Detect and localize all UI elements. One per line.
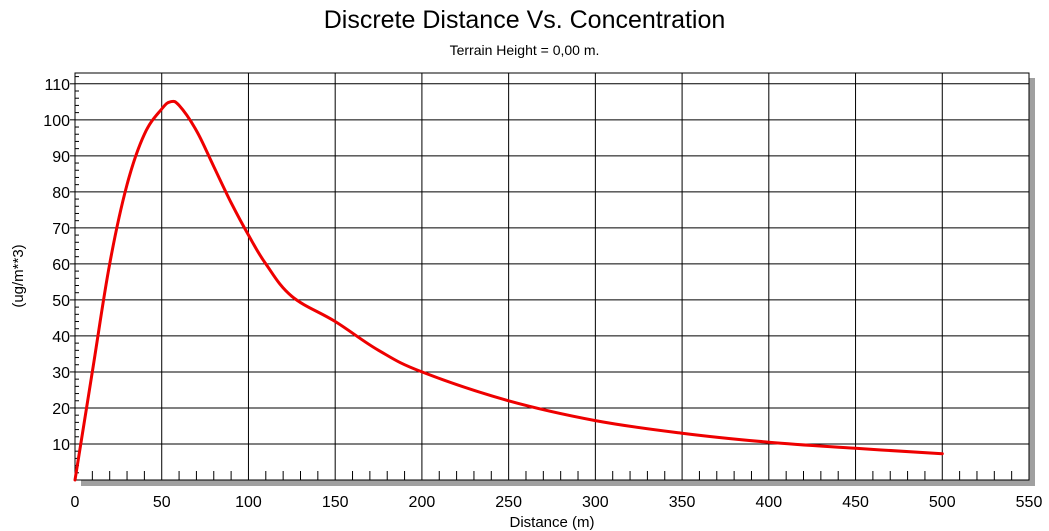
plot-shadow-bottom — [81, 480, 1035, 486]
y-axis-label: (ug/m**3) — [10, 244, 27, 307]
x-tick-label: 0 — [71, 494, 80, 511]
y-tick-label: 70 — [52, 221, 70, 238]
x-axis-label: Distance (m) — [509, 514, 594, 531]
y-tick-label: 80 — [52, 185, 70, 202]
y-tick-label: 40 — [52, 329, 70, 346]
series-layer — [73, 99, 944, 482]
y-tick-label: 100 — [43, 113, 70, 130]
plot-shadow-right — [1029, 78, 1035, 486]
y-tick-label: 50 — [52, 293, 70, 310]
y-tick-label: 110 — [44, 77, 70, 94]
y-tick-label: 60 — [52, 257, 70, 274]
x-tick-label: 450 — [842, 494, 869, 511]
y-tick-label: 30 — [52, 365, 70, 382]
y-tick-label: 90 — [52, 149, 70, 166]
x-tick-label: 400 — [755, 494, 782, 511]
x-tick-labels: 0 50 100 150 200 250 300 350 400 450 500 550 — [71, 494, 1043, 511]
concentration-line — [73, 99, 944, 482]
x-tick-label: 300 — [582, 494, 609, 511]
y-tick-labels: 10 20 30 40 50 60 70 80 90 100 110 — [43, 77, 70, 454]
y-tick-label: 10 — [52, 437, 70, 454]
plot-area — [74, 72, 1030, 481]
x-tick-label: 500 — [929, 494, 956, 511]
x-tick-label: 250 — [495, 494, 522, 511]
grid-lines — [70, 73, 1029, 480]
chart-title: Discrete Distance Vs. Concentration — [323, 6, 726, 34]
x-tick-label: 350 — [669, 494, 696, 511]
y-tick-label: 20 — [52, 401, 70, 418]
x-tick-label: 50 — [153, 494, 171, 511]
x-tick-label: 100 — [235, 494, 262, 511]
chart-subtitle: Terrain Height = 0,00 m. — [449, 42, 600, 58]
x-tick-label: 200 — [409, 494, 436, 511]
x-tick-label: 550 — [1016, 494, 1043, 511]
x-tick-label: 150 — [322, 494, 349, 511]
